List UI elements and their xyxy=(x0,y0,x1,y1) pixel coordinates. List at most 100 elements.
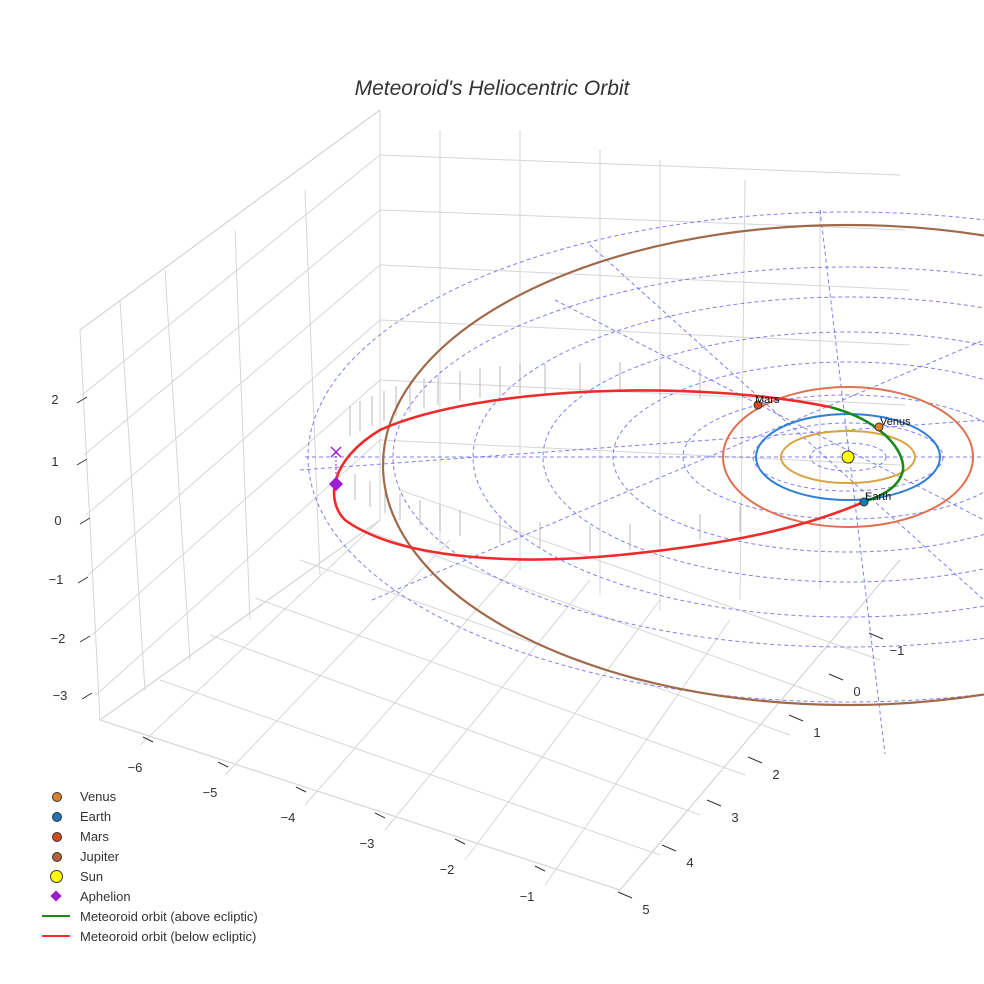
legend-label: Sun xyxy=(80,868,104,884)
gridline-floor xyxy=(224,539,451,776)
z-tick-mark xyxy=(77,576,89,584)
gridline-horizontal xyxy=(83,209,381,456)
legend-symbol xyxy=(40,826,72,846)
gridline-floor xyxy=(209,634,701,816)
x-tick-mark xyxy=(534,865,546,872)
ecliptic-grid xyxy=(299,209,984,755)
legend-symbol xyxy=(40,926,72,946)
gridline-floor xyxy=(399,489,881,661)
legend-item: Aphelion xyxy=(40,886,258,906)
x-tick-mark xyxy=(295,786,307,793)
z-tick-mark xyxy=(76,458,88,466)
pane-left-wall xyxy=(79,109,381,721)
y-tick-mark xyxy=(788,714,804,722)
x-tick-label: −5 xyxy=(203,785,218,800)
legend-symbol xyxy=(40,786,72,806)
y-tick-mark xyxy=(828,673,844,681)
z-tick-mark xyxy=(81,692,93,700)
y-tick-label: 3 xyxy=(731,810,738,825)
gridline-floor xyxy=(384,579,591,831)
orbit-mars xyxy=(722,386,974,528)
gridline-horizontal xyxy=(379,154,901,176)
legend-label: Meteoroid orbit (above ecliptic) xyxy=(80,908,258,924)
x-tick-mark xyxy=(374,812,386,819)
x-tick-mark xyxy=(454,838,466,845)
planet-orbits xyxy=(382,223,984,707)
body-markers: Venus Earth Mars xyxy=(328,394,911,507)
ecliptic-ring xyxy=(472,296,984,618)
legend-label: Jupiter xyxy=(80,848,120,864)
y-tick-mark xyxy=(661,844,677,852)
gridline-floor xyxy=(464,599,661,861)
gridline-horizontal xyxy=(379,379,906,406)
y-tick-label: 5 xyxy=(642,902,649,917)
legend-label: Mars xyxy=(80,828,109,844)
x-tick-label: −6 xyxy=(128,760,143,775)
gridline-floor xyxy=(304,559,521,806)
legend-label: Meteoroid orbit (below ecliptic) xyxy=(80,928,257,944)
legend-symbol xyxy=(40,806,72,826)
gridline-floor xyxy=(159,679,661,856)
ecliptic-spoke xyxy=(554,299,984,521)
gridline-horizontal xyxy=(91,379,381,636)
z-tick-mark xyxy=(79,635,91,643)
ecliptic-spoke xyxy=(371,339,984,601)
y-tick-label: −1 xyxy=(890,643,905,658)
chart-title: Meteoroid's Heliocentric Orbit xyxy=(355,77,631,100)
meteoroid-orbit-above-ecliptic xyxy=(829,405,905,503)
meteoroid-orbit-below-ecliptic xyxy=(332,389,867,561)
aphelion-projection-x xyxy=(330,446,342,458)
z-tick-mark xyxy=(79,517,91,525)
x-tick-mark xyxy=(217,761,229,768)
orbit-venus xyxy=(780,430,916,484)
legend-symbol xyxy=(40,906,72,926)
y-tick-mark xyxy=(747,756,763,764)
x-tick-label: −4 xyxy=(281,810,296,825)
orbit-drop-lines xyxy=(349,362,741,552)
gridline-horizontal xyxy=(379,209,906,231)
gridline-horizontal xyxy=(379,264,911,291)
legend-item: Venus xyxy=(40,786,258,806)
y-tick-mark xyxy=(868,632,884,640)
marker-venus xyxy=(874,422,884,432)
z-tick-label: −2 xyxy=(51,631,66,646)
legend-item: Jupiter xyxy=(40,846,258,866)
axis-ticks: 2 1 0 −1 −2 −3 −6 −5 −4 −3 −2 −1 −1 0 1 2 3 4 5 xyxy=(49,392,905,917)
legend: Venus Earth Mars Jupiter Sun Aphelion Meteoroi… xyxy=(40,786,258,946)
legend-label: Earth xyxy=(80,808,112,824)
gridline-vertical xyxy=(164,269,191,661)
z-tick-label: 2 xyxy=(51,392,58,407)
legend-label: Aphelion xyxy=(80,888,131,904)
y-tick-mark xyxy=(617,891,633,899)
y-tick-label: 0 xyxy=(853,684,860,699)
ecliptic-spoke xyxy=(589,244,984,601)
legend-item: Mars xyxy=(40,826,258,846)
gridline-vertical xyxy=(119,299,146,691)
z-tick-label: 1 xyxy=(51,454,58,469)
y-tick-label: 2 xyxy=(772,767,779,782)
meteoroid-orbit xyxy=(332,389,905,561)
gridline-floor xyxy=(544,619,731,886)
x-tick-label: −3 xyxy=(360,836,375,851)
gridline-floor xyxy=(99,719,621,891)
z-tick-label: 0 xyxy=(54,513,61,528)
ecliptic-ring xyxy=(542,331,984,583)
marker-mars xyxy=(753,400,763,410)
y-tick-mark xyxy=(706,799,722,807)
z-tick-label: −3 xyxy=(53,688,68,703)
gridline-horizontal xyxy=(379,319,911,346)
gridline-horizontal xyxy=(85,264,381,516)
legend-symbol xyxy=(40,866,72,886)
y-tick-label: 1 xyxy=(813,725,820,740)
orbit-jupiter xyxy=(382,223,984,707)
legend-label: Venus xyxy=(80,788,117,804)
z-tick-label: −1 xyxy=(49,572,64,587)
ecliptic-ring xyxy=(392,266,984,648)
gridline-floor xyxy=(139,519,381,746)
gridline-vertical xyxy=(79,329,101,721)
x-tick-label: −1 xyxy=(520,889,535,904)
y-tick-label: 4 xyxy=(686,855,693,870)
gridline-vertical xyxy=(739,179,746,601)
